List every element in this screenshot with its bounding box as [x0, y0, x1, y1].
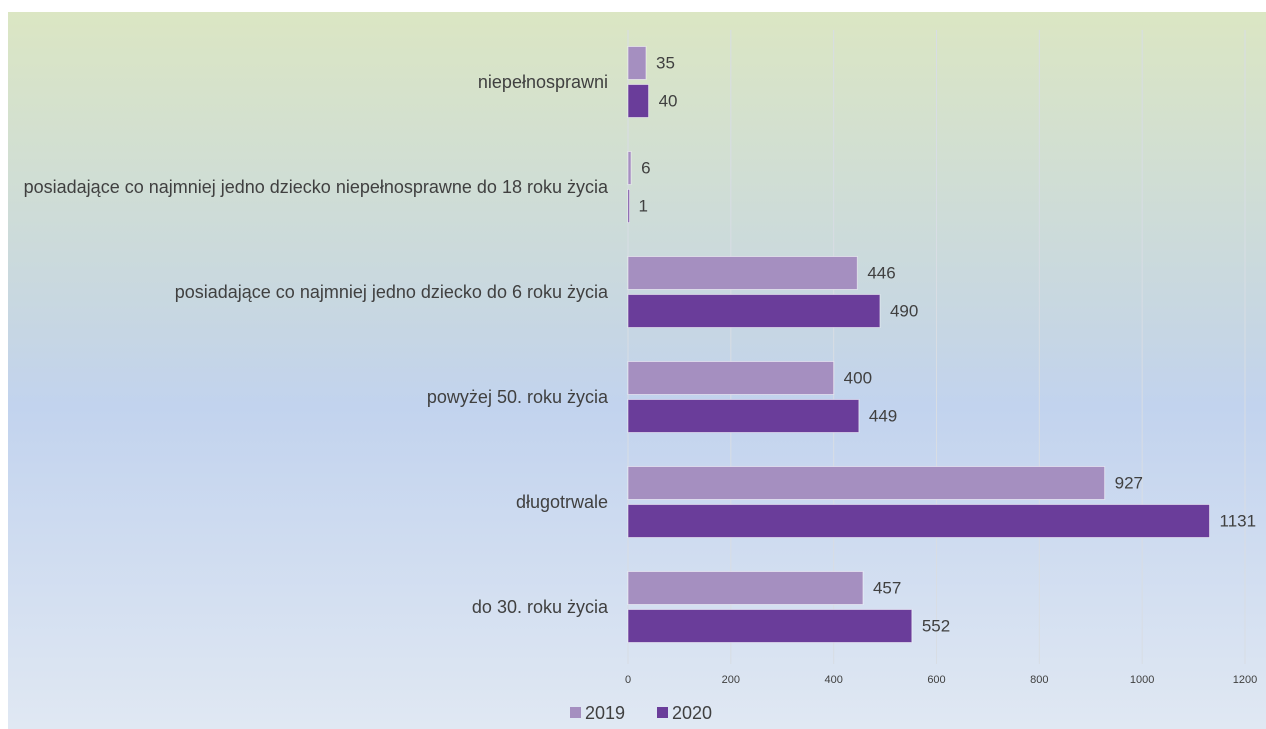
legend-label: 2019 — [585, 703, 625, 723]
y-tick-label: powyżej 50. roku życia — [426, 387, 608, 408]
data-label: 6 — [641, 158, 650, 177]
data-label: 1 — [639, 196, 648, 215]
y-tick-label: niepełnosprawni — [477, 72, 608, 93]
x-tick-label: 200 — [722, 674, 740, 686]
y-tick-label: do 30. roku życia — [471, 597, 608, 618]
bar — [627, 571, 864, 605]
data-label: 927 — [1115, 473, 1143, 492]
x-tick-label: 1200 — [1233, 674, 1257, 686]
data-label: 400 — [844, 368, 872, 387]
legend-label: 2020 — [672, 703, 712, 723]
y-tick-label: posiadające co najmniej jedno dziecko do… — [174, 282, 608, 303]
data-label: 446 — [867, 263, 895, 282]
x-tick-label: 400 — [824, 674, 842, 686]
x-tick-label: 600 — [927, 674, 945, 686]
bar — [627, 361, 835, 395]
legend-swatch — [657, 707, 668, 718]
bar — [627, 399, 860, 433]
category-label-box: posiadające co najmniej jedno dziecko ni… — [8, 148, 608, 228]
data-label: 1131 — [1220, 511, 1257, 530]
bar — [627, 294, 881, 328]
bar — [627, 256, 858, 290]
bar — [627, 504, 1211, 538]
category-label-box: niepełnosprawni — [8, 43, 608, 123]
y-tick-label: posiadające co najmniej jedno dziecko ni… — [23, 177, 608, 198]
legend-swatch — [570, 707, 581, 718]
data-label: 457 — [873, 578, 901, 597]
bar — [627, 466, 1106, 500]
data-label: 35 — [656, 53, 675, 72]
data-label: 40 — [659, 91, 678, 110]
data-label: 490 — [890, 301, 918, 320]
bar — [627, 151, 632, 185]
bar — [627, 84, 650, 118]
category-label-box: do 30. roku życia — [8, 568, 608, 648]
x-tick-label: 1000 — [1130, 674, 1154, 686]
category-label-box: posiadające co najmniej jedno dziecko do… — [8, 253, 608, 333]
bar — [627, 609, 913, 643]
bar — [627, 189, 630, 223]
data-label: 449 — [869, 406, 897, 425]
y-tick-label: długotrwale — [515, 492, 608, 513]
x-tick-label: 0 — [625, 674, 631, 686]
data-label: 552 — [922, 616, 950, 635]
bar — [627, 46, 647, 80]
x-tick-label: 800 — [1030, 674, 1048, 686]
category-label-box: powyżej 50. roku życia — [8, 358, 608, 438]
category-label-box: długotrwale — [8, 463, 608, 543]
